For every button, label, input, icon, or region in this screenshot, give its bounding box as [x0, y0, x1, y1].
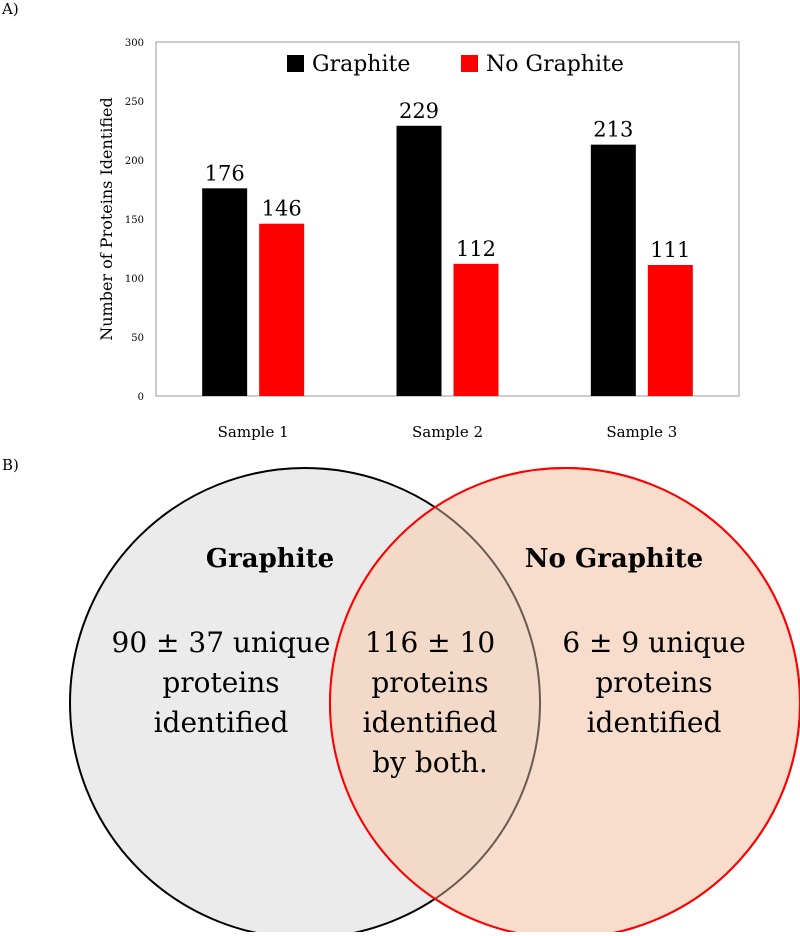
panel-label-b: B)	[2, 456, 19, 474]
y-tick-label: 0	[138, 392, 144, 403]
y-tick-label: 150	[125, 215, 144, 226]
venn-diagram: Graphite No Graphite 90 ± 37 unique prote…	[69, 467, 800, 936]
venn-text-line: identified	[587, 706, 722, 739]
y-tick-label: 50	[131, 333, 144, 344]
venn-title-no-graphite: No Graphite	[525, 544, 703, 574]
bar-value-label: 213	[593, 118, 633, 142]
bar-no-graphite	[453, 263, 499, 396]
venn-text-line: proteins	[595, 666, 712, 699]
bar-no-graphite	[259, 223, 305, 396]
panel-label-a: A)	[1, 0, 19, 18]
bar-value-label: 146	[262, 197, 302, 221]
x-category-label: Sample 2	[412, 423, 483, 441]
bar-graphite	[590, 144, 636, 396]
y-tick-label: 300	[125, 38, 144, 49]
legend: Graphite No Graphite	[287, 52, 624, 77]
legend-swatch	[287, 55, 304, 72]
venn-circle-no-graphite-outline	[329, 467, 800, 936]
venn-overlap	[330, 468, 540, 936]
venn-overlap-text: 116 ± 10 proteins identified by both.	[363, 626, 498, 779]
bars	[202, 125, 693, 396]
venn-text-line: 6 ± 9 unique	[562, 626, 745, 659]
y-axis-ticks: 0 50 100 150 200 250 300	[125, 38, 144, 403]
x-category-label: Sample 1	[218, 423, 289, 441]
y-tick-label: 200	[125, 156, 144, 167]
venn-text-line: proteins	[371, 666, 488, 699]
venn-text-line: 90 ± 37 unique	[112, 626, 331, 659]
bar-value-label: 229	[399, 99, 439, 123]
venn-text-line: by both.	[372, 746, 488, 779]
y-tick-label: 100	[125, 274, 144, 285]
bar-graphite	[396, 125, 442, 396]
bar-graphite	[202, 188, 248, 396]
legend-label: No Graphite	[486, 52, 624, 77]
venn-title-graphite: Graphite	[206, 544, 334, 574]
x-axis-categories: Sample 1 Sample 2 Sample 3	[218, 423, 678, 441]
venn-left-text: 90 ± 37 unique proteins identified	[112, 626, 331, 739]
y-tick-label: 250	[125, 97, 144, 108]
venn-text-line: identified	[154, 706, 289, 739]
bar-no-graphite	[647, 265, 693, 396]
venn-overlap-edge	[330, 468, 541, 936]
x-category-label: Sample 3	[606, 423, 677, 441]
venn-right-text: 6 ± 9 unique proteins identified	[562, 626, 745, 739]
bar-data-labels: 176 146 229 112 213 111	[205, 99, 691, 262]
bar-value-label: 112	[456, 237, 496, 261]
venn-text-line: 116 ± 10	[365, 626, 495, 659]
venn-text-line: proteins	[162, 666, 279, 699]
y-axis-label: Number of Proteins Identified	[97, 97, 116, 341]
bar-value-label: 176	[205, 161, 245, 185]
legend-swatch	[461, 55, 478, 72]
legend-label: Graphite	[312, 52, 410, 77]
bar-chart: 0 50 100 150 200 250 300 Number of Proteins Id…	[97, 38, 740, 441]
bar-value-label: 111	[650, 238, 690, 262]
venn-text-line: identified	[363, 706, 498, 739]
plot-area-border	[155, 41, 740, 397]
